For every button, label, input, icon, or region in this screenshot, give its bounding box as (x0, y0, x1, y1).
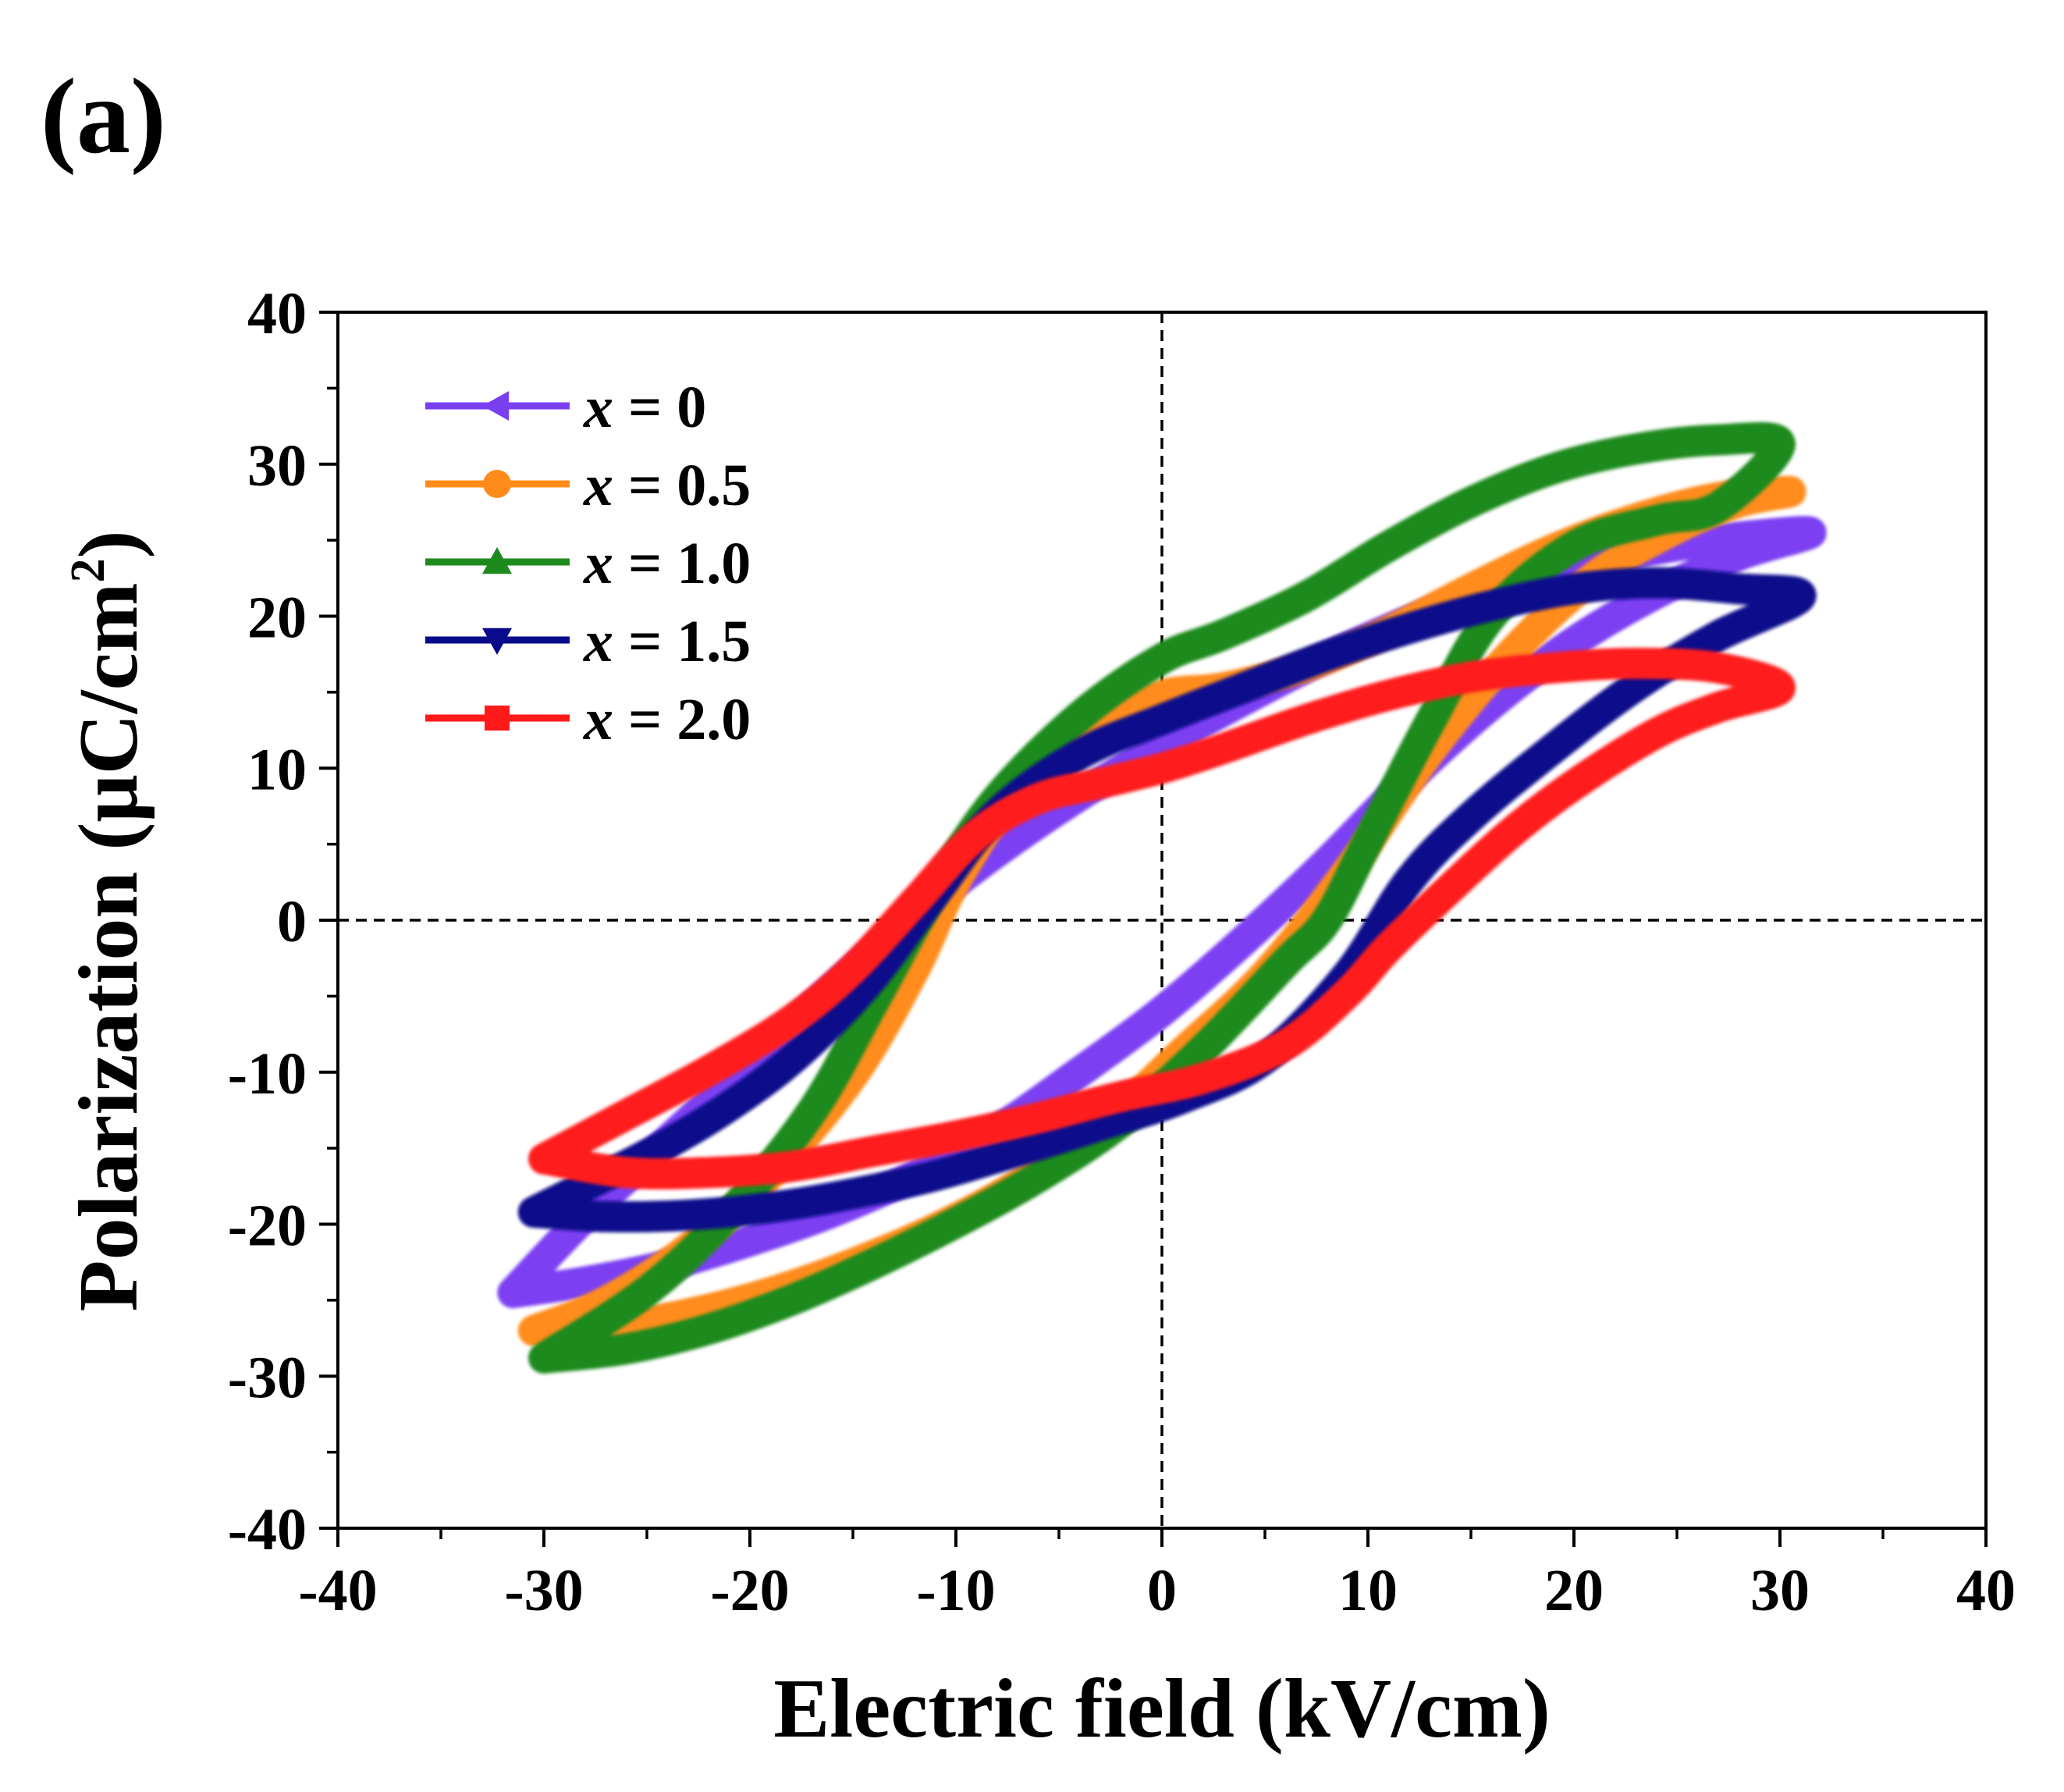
x-axis-title: Electric field (kV/cm) (773, 1662, 1551, 1755)
x-tick-label: -40 (298, 1558, 377, 1623)
y-axis-title: Polarization (μC/cm2) (62, 531, 155, 1312)
panel-label: (a) (41, 56, 166, 176)
x-tick-label: -20 (710, 1558, 789, 1623)
legend-entry-label: x = 0.5 (583, 453, 751, 518)
x-tick-label: -30 (504, 1558, 583, 1623)
y-tick-label: 10 (247, 737, 307, 802)
x-tick-label: -10 (916, 1558, 995, 1623)
legend-entry-label: x = 1.0 (583, 531, 751, 596)
y-axis-title-main: Polarization (μC/cm (62, 582, 155, 1311)
legend-value: = 0 (613, 375, 706, 440)
legend-var: x (583, 453, 613, 518)
y-tick-label: -10 (228, 1041, 307, 1107)
x-tick-label: 0 (1147, 1558, 1177, 1623)
x-tick-label: 40 (1956, 1558, 2016, 1623)
legend: x = 0x = 0.5x = 1.0x = 1.5x = 2.0 (425, 375, 751, 752)
legend-marker-triangle-up (482, 547, 512, 574)
y-tick-label: -40 (228, 1497, 307, 1563)
legend-var: x (583, 687, 613, 752)
legend-value: = 2.0 (613, 687, 751, 752)
legend-var: x (583, 375, 613, 440)
y-tick-label: -30 (228, 1345, 307, 1410)
x-tick-label: 10 (1338, 1558, 1398, 1623)
y-tick-label: -20 (228, 1193, 307, 1259)
legend-value: = 0.5 (613, 453, 751, 518)
series-layer (497, 421, 1827, 1374)
legend-marker-left-triangle (482, 391, 510, 421)
x-tick-label: 30 (1750, 1558, 1810, 1623)
legend-entry-label: x = 0 (583, 375, 706, 440)
legend-var: x (583, 609, 613, 674)
legend-marker-circle (483, 470, 511, 498)
y-tick-label: 30 (247, 433, 307, 499)
legend-var: x (583, 531, 613, 596)
legend-value: = 1.5 (613, 609, 751, 674)
legend-marker-square (485, 706, 510, 731)
y-tick-label: 0 (277, 889, 307, 955)
y-axis-title-end: ) (62, 531, 155, 559)
legend-entry-label: x = 2.0 (583, 687, 751, 752)
y-axis-title-sup: 2 (62, 558, 115, 582)
axes: -40 -30 -20 -10 0 10 20 30 40 -40 -30 -20 -10 0 10 20 30… (228, 281, 2016, 1623)
legend-entry-label: x = 1.5 (583, 609, 751, 674)
x-tick-label: 20 (1544, 1558, 1604, 1623)
series-loop-4 (528, 647, 1796, 1189)
legend-marker-triangle-down (482, 628, 512, 655)
y-tick-label: 20 (247, 585, 307, 651)
legend-value: = 1.0 (613, 531, 751, 596)
y-tick-label: 40 (247, 281, 307, 347)
